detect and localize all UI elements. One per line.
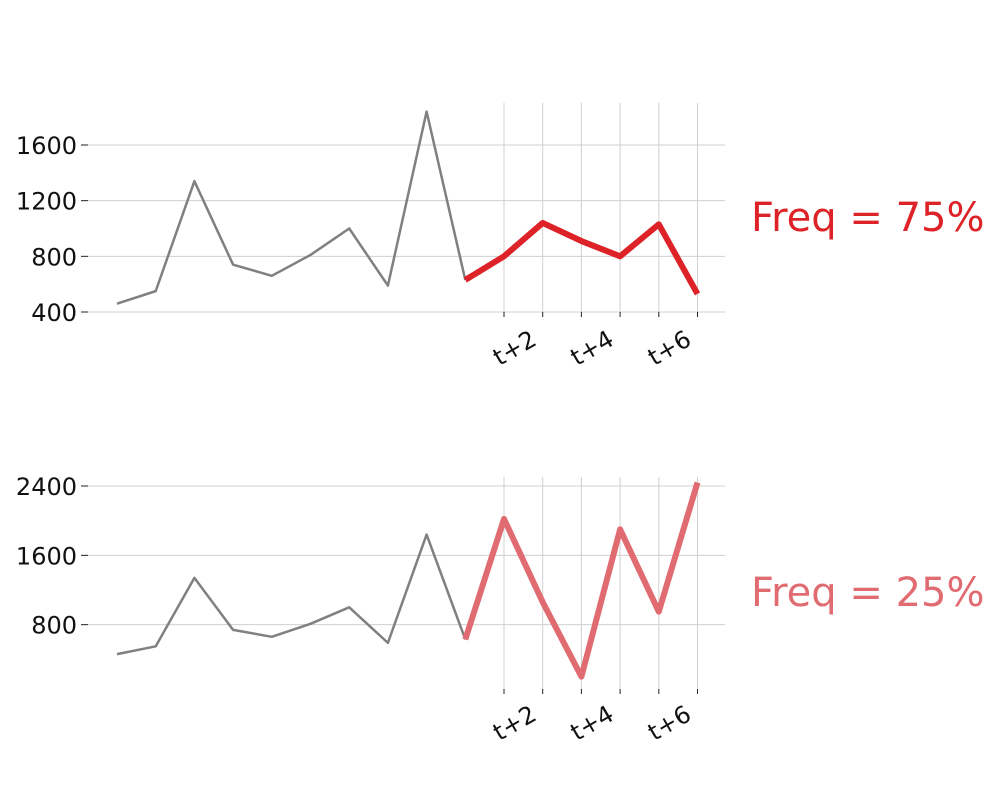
x-tick-label: t+4 — [566, 325, 619, 372]
history-series-line — [116, 110, 467, 305]
history-series-line — [116, 533, 467, 656]
y-tick-label: 1200 — [16, 188, 77, 216]
y-tick-label: 1600 — [16, 132, 77, 160]
y-tick-label: 2400 — [16, 473, 77, 501]
x-tick-label: t+2 — [488, 325, 541, 372]
y-tick-label: 1600 — [16, 542, 77, 570]
forecast-series-line — [463, 219, 701, 296]
x-tick-label: t+4 — [566, 700, 619, 747]
forecast-series-line — [462, 481, 701, 680]
y-tick-label: 800 — [31, 243, 77, 271]
x-tick-label: t+2 — [488, 700, 541, 747]
frequency-annotation: Freq = 25% — [751, 570, 985, 616]
x-tick-label: t+6 — [643, 700, 696, 747]
y-tick-label: 800 — [31, 612, 77, 640]
y-tick-label: 400 — [31, 299, 77, 327]
frequency-annotation: Freq = 75% — [751, 195, 985, 241]
x-tick-label: t+6 — [643, 325, 696, 372]
